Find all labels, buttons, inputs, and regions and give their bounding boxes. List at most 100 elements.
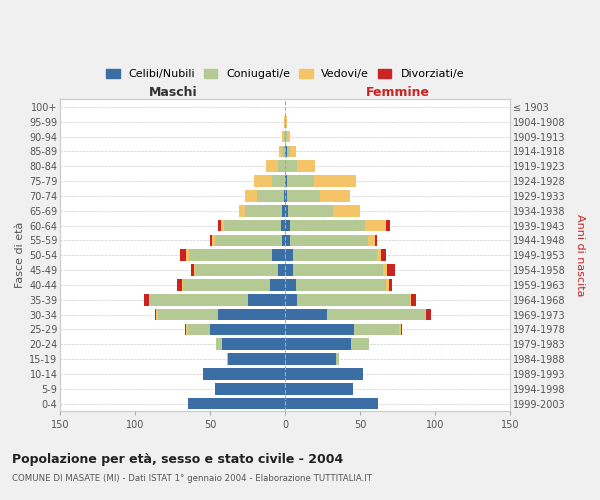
Bar <box>284 116 285 128</box>
Bar <box>278 160 285 172</box>
Bar <box>296 279 386 290</box>
Bar <box>293 250 377 261</box>
Bar <box>401 324 402 335</box>
Bar <box>245 190 257 202</box>
Bar <box>186 250 189 261</box>
Bar <box>191 264 194 276</box>
Bar <box>282 146 285 157</box>
Bar <box>156 309 158 320</box>
Bar <box>285 294 297 306</box>
Bar <box>285 131 287 142</box>
Bar <box>284 190 285 202</box>
Bar <box>186 324 188 335</box>
Bar <box>285 220 290 232</box>
Bar <box>285 176 287 187</box>
Bar <box>278 264 285 276</box>
Bar <box>254 176 272 187</box>
Bar <box>290 146 296 157</box>
Y-axis label: Anni di nascita: Anni di nascita <box>575 214 585 296</box>
Bar <box>224 220 281 232</box>
Bar <box>383 264 387 276</box>
Bar <box>180 250 186 261</box>
Bar <box>284 131 285 142</box>
Bar <box>282 205 285 216</box>
Bar <box>203 368 285 380</box>
Bar <box>218 220 221 232</box>
Bar <box>285 398 378 409</box>
Bar <box>288 205 333 216</box>
Bar <box>155 309 156 320</box>
Bar <box>287 190 320 202</box>
Bar <box>285 279 296 290</box>
Bar <box>333 205 360 216</box>
Bar <box>215 383 285 394</box>
Bar <box>287 176 314 187</box>
Bar <box>285 383 353 394</box>
Bar <box>227 354 228 365</box>
Bar <box>368 234 375 246</box>
Bar <box>375 234 377 246</box>
Bar <box>257 190 284 202</box>
Bar <box>287 131 290 142</box>
Bar <box>354 324 399 335</box>
Bar <box>195 264 278 276</box>
Bar <box>399 324 401 335</box>
Bar <box>144 294 149 306</box>
Bar <box>377 250 381 261</box>
Bar <box>279 146 282 157</box>
Bar <box>210 234 212 246</box>
Bar <box>285 309 327 320</box>
Bar <box>285 338 351 350</box>
Bar <box>272 250 285 261</box>
Legend: Celibi/Nubili, Coniugati/e, Vedovi/e, Divorziati/e: Celibi/Nubili, Coniugati/e, Vedovi/e, Di… <box>102 64 469 84</box>
Bar <box>183 279 270 290</box>
Bar <box>239 205 245 216</box>
Bar <box>381 250 386 261</box>
Bar <box>282 234 285 246</box>
Bar <box>221 220 224 232</box>
Text: Maschi: Maschi <box>148 86 197 100</box>
Bar <box>327 309 425 320</box>
Bar <box>158 309 218 320</box>
Bar <box>410 294 411 306</box>
Bar <box>216 338 222 350</box>
Bar <box>182 279 183 290</box>
Bar <box>285 116 287 128</box>
Bar <box>215 234 282 246</box>
Bar <box>212 234 215 246</box>
Bar <box>285 324 354 335</box>
Bar <box>387 264 395 276</box>
Bar <box>285 205 288 216</box>
Bar <box>386 279 389 290</box>
Bar <box>285 264 293 276</box>
Bar <box>285 190 287 202</box>
Bar <box>248 294 285 306</box>
Bar <box>188 324 210 335</box>
Bar <box>281 220 285 232</box>
Bar <box>282 131 284 142</box>
Bar <box>228 354 285 365</box>
Bar <box>245 205 282 216</box>
Bar <box>222 338 285 350</box>
Bar <box>287 146 290 157</box>
Text: Popolazione per età, sesso e stato civile - 2004: Popolazione per età, sesso e stato civil… <box>12 452 343 466</box>
Bar <box>411 294 416 306</box>
Bar <box>285 250 293 261</box>
Bar <box>149 294 150 306</box>
Bar <box>293 264 383 276</box>
Bar <box>290 234 368 246</box>
Text: Femmine: Femmine <box>365 86 430 100</box>
Bar <box>336 354 339 365</box>
Bar <box>351 338 369 350</box>
Bar <box>285 146 287 157</box>
Bar <box>297 160 315 172</box>
Bar <box>386 220 390 232</box>
Bar <box>185 324 186 335</box>
Bar <box>285 234 290 246</box>
Bar <box>272 176 285 187</box>
Bar <box>425 309 426 320</box>
Bar <box>285 368 363 380</box>
Bar <box>314 176 356 187</box>
Bar <box>290 220 365 232</box>
Bar <box>389 279 392 290</box>
